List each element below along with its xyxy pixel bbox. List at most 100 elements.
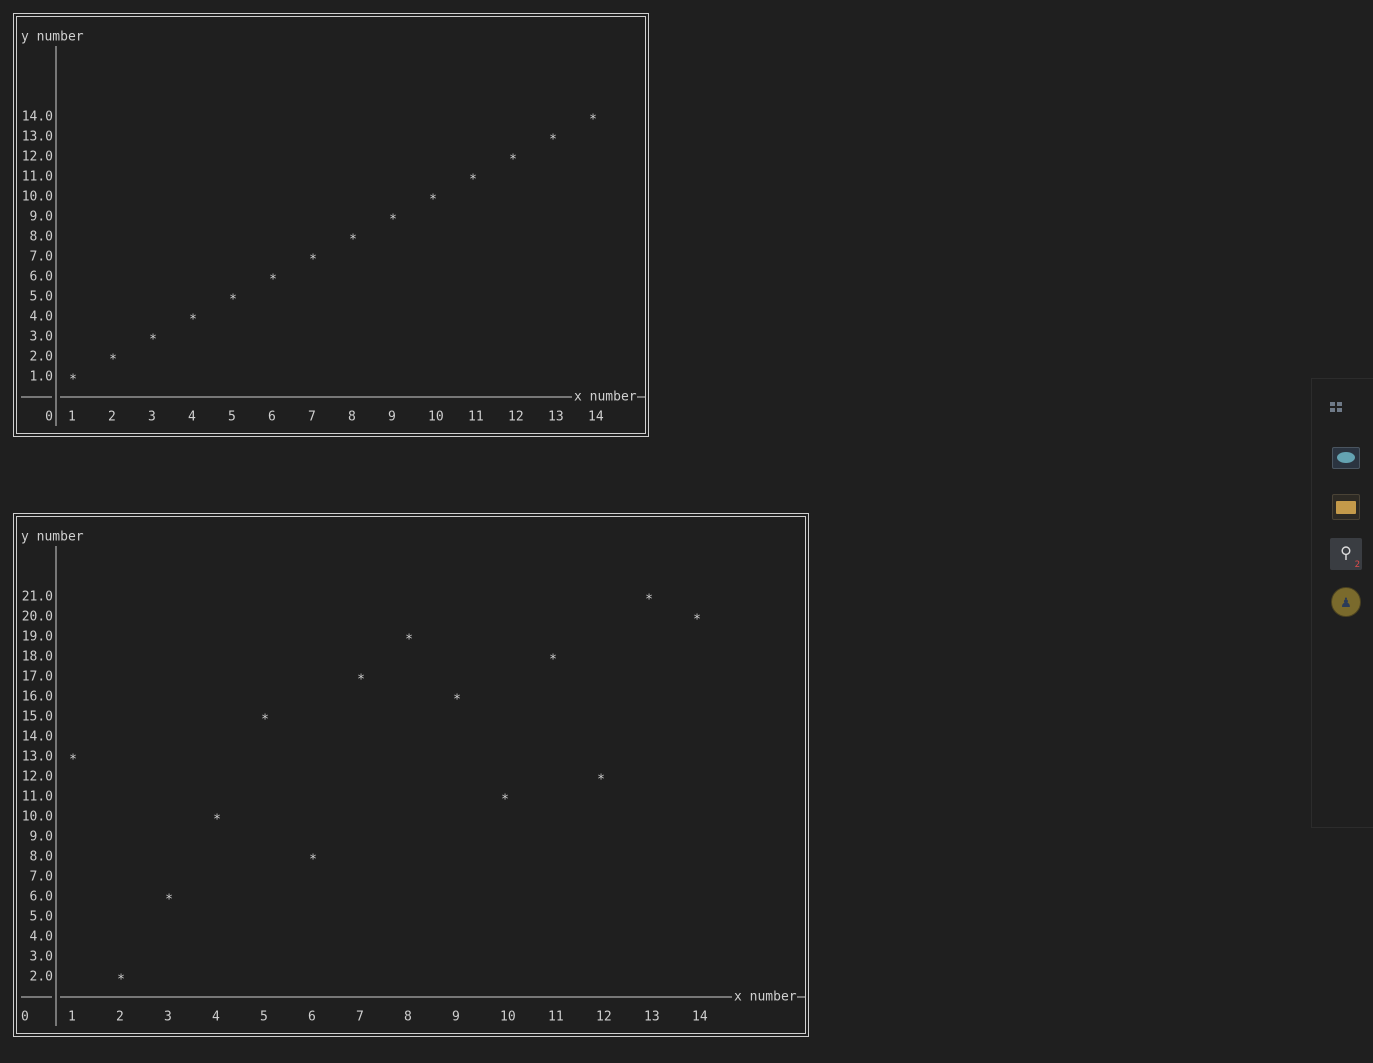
chart-1-plot: y number 1.0 2.0 3.0 4.0 5.0 6.0 7.0 8.0 9.0 10.0 1…	[21, 30, 645, 426]
data-point: *	[693, 613, 701, 628]
x-tick-label: 1	[68, 410, 76, 425]
data-point: *	[269, 273, 277, 288]
y-tick-label: 20.0	[22, 610, 53, 625]
y-tick-label: 11.0	[22, 170, 53, 185]
x-tick-label: 3	[148, 410, 156, 425]
y-tick-label: 12.0	[22, 770, 53, 785]
data-point: *	[165, 893, 173, 908]
x-tick-label: 5	[228, 410, 236, 425]
y-tick-label: 11.0	[22, 790, 53, 805]
data-point: *	[69, 753, 77, 768]
data-point: *	[549, 653, 557, 668]
x-tick-label: 4	[212, 1010, 220, 1025]
chart-2-border	[16, 516, 806, 1034]
x-tick-label: 3	[164, 1010, 172, 1025]
person-icon[interactable]: ♟	[1331, 587, 1361, 617]
x-tick-label: 0	[45, 410, 53, 425]
y-tick-label: 13.0	[22, 750, 53, 765]
data-point: *	[69, 373, 77, 388]
y-tick-label: 7.0	[30, 870, 53, 885]
data-point: *	[549, 133, 557, 148]
y-tick-label: 3.0	[30, 330, 53, 345]
x-tick-label: 7	[308, 410, 316, 425]
y-tick-label: 14.0	[22, 730, 53, 745]
x-tick-label: 0	[21, 1010, 29, 1025]
chart-2-plot: y number 2.0 3.0 4.0 5.0 6.0 7.0 8.0 9.0 10.0 11.0…	[21, 530, 805, 1026]
search-badge: 2	[1354, 560, 1360, 570]
x-tick-label: 11	[468, 410, 484, 425]
y-axis-label: y number	[21, 530, 84, 545]
x-tick-label: 2	[116, 1010, 124, 1025]
x-tick-label: 11	[548, 1010, 564, 1025]
y-tick-label: 2.0	[30, 350, 53, 365]
x-tick-label: 12	[596, 1010, 612, 1025]
grid-icon[interactable]	[1330, 402, 1344, 414]
data-point: *	[309, 853, 317, 868]
y-tick-label: 10.0	[22, 810, 53, 825]
data-point: *	[309, 253, 317, 268]
x-tick-label: 2	[108, 410, 116, 425]
data-point: *	[189, 313, 197, 328]
data-point: *	[213, 813, 221, 828]
data-point: *	[229, 293, 237, 308]
x-tick-label: 14	[588, 410, 604, 425]
data-point: *	[469, 173, 477, 188]
x-tick-label: 10	[428, 410, 444, 425]
y-tick-label: 9.0	[30, 830, 53, 845]
x-tick-label: 10	[500, 1010, 516, 1025]
data-point: *	[453, 693, 461, 708]
y-tick-label: 8.0	[30, 850, 53, 865]
chart-2: y number 2.0 3.0 4.0 5.0 6.0 7.0 8.0 9.0 10.0 11.0…	[13, 513, 809, 1037]
data-point: *	[589, 113, 597, 128]
x-tick-label: 13	[644, 1010, 660, 1025]
y-tick-label: 17.0	[22, 670, 53, 685]
y-tick-label: 2.0	[30, 970, 53, 985]
x-tick-label: 6	[268, 410, 276, 425]
x-tick-label: 8	[404, 1010, 412, 1025]
y-tick-label: 4.0	[30, 310, 53, 325]
data-point: *	[149, 333, 157, 348]
data-point: *	[501, 793, 509, 808]
x-tick-label: 7	[356, 1010, 364, 1025]
data-point: *	[429, 193, 437, 208]
y-tick-label: 7.0	[30, 250, 53, 265]
data-point: *	[509, 153, 517, 168]
y-tick-label: 6.0	[30, 890, 53, 905]
y-tick-label: 10.0	[22, 190, 53, 205]
y-tick-label: 13.0	[22, 130, 53, 145]
screen-icon[interactable]	[1332, 447, 1360, 469]
data-point: *	[109, 353, 117, 368]
y-tick-label: 9.0	[30, 210, 53, 225]
data-point: *	[357, 673, 365, 688]
x-tick-label: 13	[548, 410, 564, 425]
y-tick-label: 8.0	[30, 230, 53, 245]
y-tick-label: 14.0	[22, 110, 53, 125]
y-tick-label: 4.0	[30, 930, 53, 945]
x-tick-label: 6	[308, 1010, 316, 1025]
y-tick-label: 21.0	[22, 590, 53, 605]
side-toolbar: ⚲ 2 ♟	[1311, 378, 1373, 828]
chart-1: y number 1.0 2.0 3.0 4.0 5.0 6.0 7.0 8.0 9.0 10.0 1…	[13, 13, 649, 437]
x-tick-label: 14	[692, 1010, 708, 1025]
data-point: *	[645, 593, 653, 608]
x-tick-label: 12	[508, 410, 524, 425]
x-tick-label: 1	[68, 1010, 76, 1025]
data-point: *	[349, 233, 357, 248]
x-tick-label: 5	[260, 1010, 268, 1025]
y-tick-label: 5.0	[30, 910, 53, 925]
y-tick-label: 19.0	[22, 630, 53, 645]
data-point: *	[261, 713, 269, 728]
folder-icon[interactable]	[1332, 494, 1360, 520]
x-tick-label: 4	[188, 410, 196, 425]
x-tick-label: 9	[388, 410, 396, 425]
y-tick-label: 5.0	[30, 290, 53, 305]
x-tick-label: 9	[452, 1010, 460, 1025]
search-icon[interactable]: ⚲ 2	[1330, 538, 1362, 570]
y-tick-label: 12.0	[22, 150, 53, 165]
x-axis-label: x number	[574, 390, 637, 405]
chart-1-border	[16, 16, 646, 434]
data-point: *	[389, 213, 397, 228]
y-tick-label: 16.0	[22, 690, 53, 705]
data-point: *	[117, 973, 125, 988]
data-point: *	[405, 633, 413, 648]
